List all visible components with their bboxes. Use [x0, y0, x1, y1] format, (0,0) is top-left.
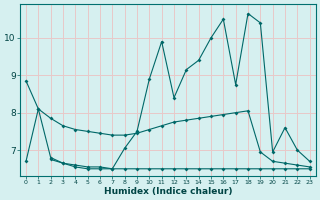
X-axis label: Humidex (Indice chaleur): Humidex (Indice chaleur) [104, 187, 232, 196]
